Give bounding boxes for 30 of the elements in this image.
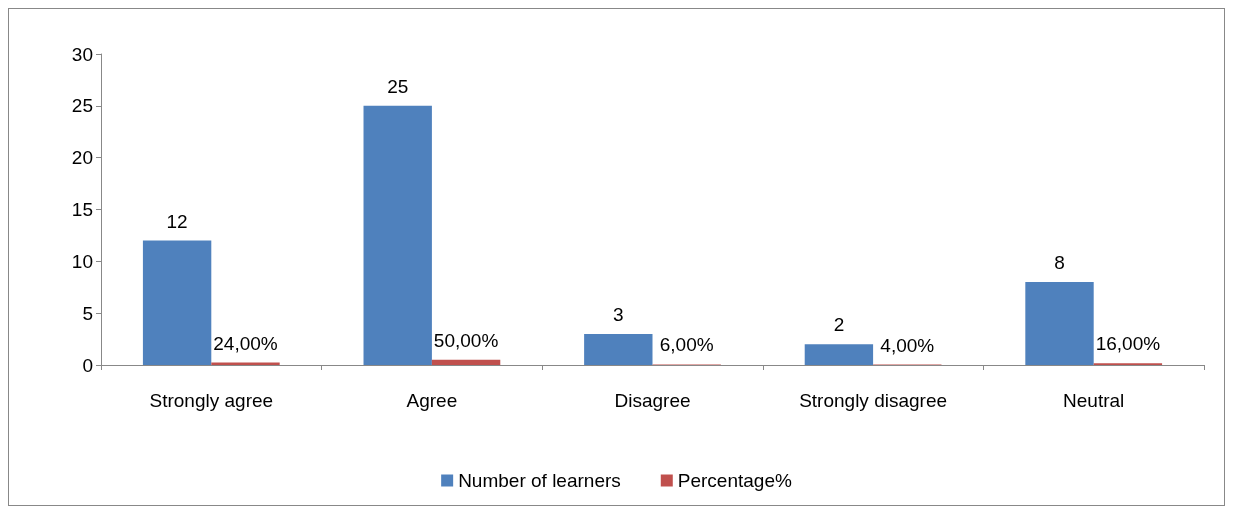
x-tick-label: Neutral <box>1063 390 1125 411</box>
y-tick-label: 25 <box>71 95 93 117</box>
data-label: 8 <box>1054 252 1065 274</box>
bar <box>584 333 653 365</box>
legend-label: Number of learners <box>458 470 621 491</box>
bar <box>804 344 874 365</box>
data-label: 3 <box>613 303 624 325</box>
y-tick-label: 15 <box>71 199 93 220</box>
y-tick-label: 20 <box>71 147 93 169</box>
x-tick-label: Strongly disagree <box>799 390 948 411</box>
y-tick-label: 10 <box>71 250 93 272</box>
x-tick-label: Agree <box>406 390 458 411</box>
bar <box>142 240 212 365</box>
data-label: 6,00% <box>659 334 714 356</box>
bar <box>431 359 501 365</box>
data-label: 2 <box>833 314 845 336</box>
data-label: 25 <box>387 75 409 97</box>
data-label: 4,00% <box>880 334 935 356</box>
data-label: 50,00% <box>433 329 499 351</box>
y-tick-label: 5 <box>82 302 93 324</box>
data-label: 16,00% <box>1095 333 1161 355</box>
x-tick-label: Strongly agree <box>149 390 274 411</box>
data-label: 24,00% <box>213 332 278 354</box>
y-tick-label: 30 <box>71 43 93 65</box>
y-tick-label: 0 <box>82 354 93 376</box>
bar <box>1025 282 1094 365</box>
data-label: 12 <box>166 210 188 232</box>
bar <box>363 105 432 365</box>
legend-label: Percentage% <box>677 470 792 491</box>
x-tick-label: Disagree <box>614 390 691 411</box>
